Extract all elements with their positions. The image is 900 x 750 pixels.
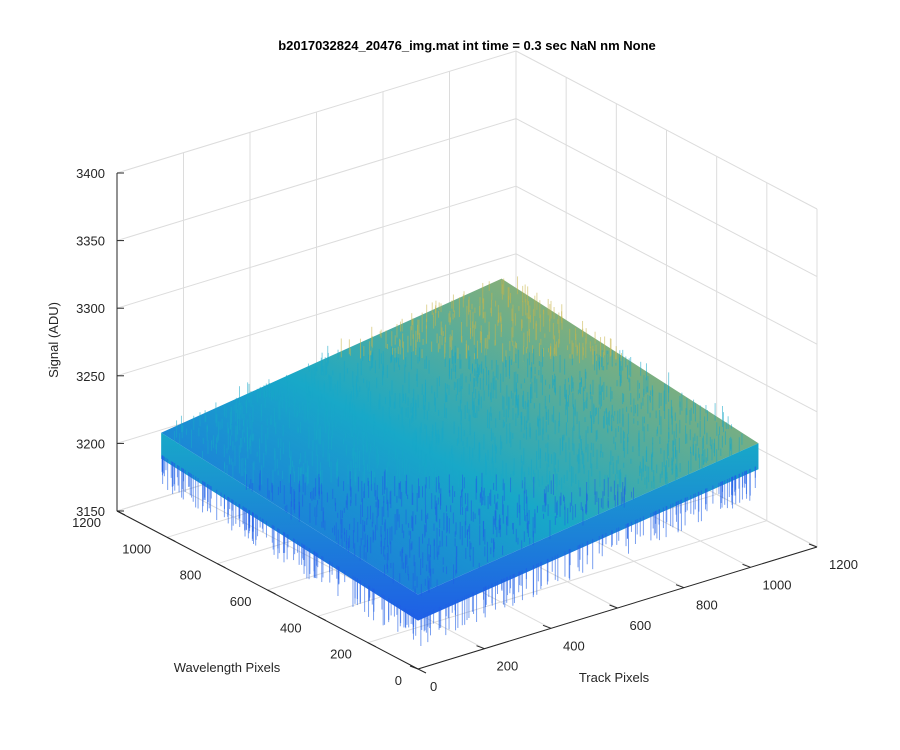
- z-tick-label: 3400: [76, 166, 105, 181]
- side-wall-grid-line: [515, 118, 818, 278]
- x-tick-label: 1000: [763, 577, 792, 592]
- x-tick: [675, 584, 685, 589]
- x-tick: [476, 645, 485, 650]
- y-tick-label: 400: [280, 620, 302, 635]
- x-tick-label: 600: [630, 618, 652, 633]
- z-tick-label: 3300: [76, 301, 105, 316]
- y-axis-label: Wavelength Pixels: [174, 660, 281, 675]
- y-tick-label: 0: [395, 673, 402, 688]
- back-wall-grid-line: [116, 50, 517, 174]
- x-tick-label: 0: [430, 679, 437, 694]
- y-tick: [417, 668, 427, 674]
- side-wall-grid-line: [515, 185, 818, 345]
- surface-mesh: [161, 276, 759, 646]
- x-tick: [609, 604, 618, 609]
- back-wall-grid-line: [116, 253, 517, 377]
- z-tick-label: 3250: [76, 369, 105, 384]
- y-tick-label: 600: [230, 594, 252, 609]
- surface-top-face: [161, 278, 759, 595]
- x-tick-label: 400: [563, 638, 585, 653]
- x-tick: [542, 624, 552, 629]
- surface-left-skirt: [161, 432, 418, 621]
- floor-grid-line: [367, 520, 767, 644]
- back-wall-grid-line: [116, 118, 517, 242]
- y-tick-label: 800: [180, 568, 202, 583]
- x-tick: [808, 543, 818, 548]
- x-tick: [409, 665, 419, 670]
- y-tick: [317, 615, 326, 621]
- y-tick: [166, 536, 176, 542]
- z-axis-label: Signal (ADU): [46, 302, 61, 378]
- y-tick: [217, 563, 226, 569]
- z-tick-label: 3150: [76, 504, 105, 519]
- y-tick: [116, 510, 126, 516]
- y-tick-label: 1200: [72, 515, 101, 530]
- x-tick-label: 200: [497, 659, 519, 674]
- x-tick-label: 800: [696, 598, 718, 613]
- y-tick: [267, 589, 276, 595]
- side-wall-grid-line: [515, 253, 818, 413]
- axes: [116, 172, 818, 674]
- z-tick-label: 3350: [76, 234, 105, 249]
- y-tick-label: 1000: [122, 541, 151, 556]
- back-wall-grid-line: [116, 185, 517, 309]
- y-tick: [367, 642, 377, 648]
- x-axis-label: Track Pixels: [579, 670, 650, 685]
- side-wall-grid-line: [515, 50, 818, 210]
- surface-front-skirt: [418, 443, 759, 621]
- surface-noise: [161, 276, 756, 646]
- chart-title: b2017032824_20476_img.mat int time = 0.3…: [278, 38, 656, 53]
- x-tick-label: 1200: [829, 557, 858, 572]
- z-tick-label: 3200: [76, 436, 105, 451]
- tick-labels: 3150 3200 3250 3300 3350 3400 0 200 400 600 800 100…: [72, 166, 858, 694]
- y-tick-label: 200: [330, 647, 352, 662]
- x-tick: [742, 563, 751, 568]
